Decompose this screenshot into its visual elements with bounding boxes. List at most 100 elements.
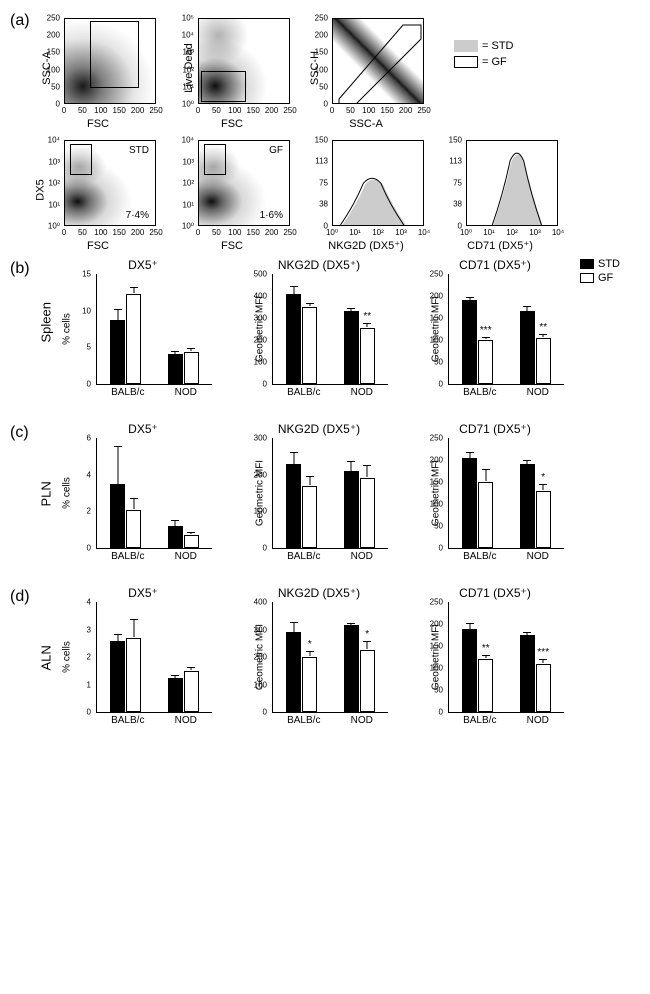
legend-label-gf: = GF	[482, 56, 507, 68]
bar-group	[286, 464, 317, 548]
dx5-scatter-plot: DX5 10⁰10¹10²10³10⁴ STD 7·4% 05010015020…	[34, 132, 162, 248]
panel-d: (d)ALN DX5⁺ % cells 01234	[10, 586, 640, 740]
bar-std	[344, 311, 359, 384]
panel-label: (b)	[10, 258, 34, 278]
bar-group-label: NOD	[351, 551, 373, 562]
bar-chart: DX5⁺ % cells 0246	[68, 422, 218, 562]
bar-group-label: BALB/c	[463, 387, 496, 398]
bar-group-label: BALB/c	[111, 715, 144, 726]
bar-std	[462, 458, 477, 548]
panel-c: (c)PLN DX5⁺ % cells 0246	[10, 422, 640, 576]
bar-gf	[126, 510, 141, 549]
bar-chart: CD71 (DX5⁺) Geometric MFI 05010015020025…	[420, 422, 570, 562]
bar-gf	[302, 486, 317, 548]
bar-chart: NKG2D (DX5⁺) Geometric MFI 0100200300400…	[244, 258, 394, 398]
bar-group-label: BALB/c	[111, 387, 144, 398]
bar-group-label: BALB/c	[111, 551, 144, 562]
legend-swatch-std	[580, 259, 594, 269]
bar-gf: **	[360, 328, 375, 384]
legend-label: GF	[598, 272, 613, 284]
bar-gf: **	[478, 659, 493, 712]
plot-area	[332, 18, 424, 104]
bar-group	[110, 294, 141, 384]
bar-group	[168, 526, 199, 548]
tissue-label: ALN	[39, 647, 54, 671]
bar-std	[110, 484, 125, 548]
chart-area: % cells 051015	[96, 274, 212, 385]
bar-group	[168, 671, 199, 712]
bar-std	[520, 635, 535, 712]
bar-group-label: BALB/c	[287, 715, 320, 726]
significance-marker: ***	[537, 647, 549, 658]
significance-marker: **	[482, 643, 490, 654]
bar-gf: *	[302, 657, 317, 712]
dx5-scatter-plot: 10⁰10¹10²10³10⁴ GF 1·6% 050100150200250 …	[168, 132, 296, 248]
bar-std	[462, 629, 477, 712]
bar-group: **	[462, 629, 493, 712]
bar-std	[110, 641, 125, 713]
panel-a: (a) SSC-A 050100150200250 05010015020025…	[10, 10, 640, 248]
bar-gf	[478, 482, 493, 548]
bar-group-label: NOD	[527, 551, 549, 562]
x-axis-label: NKG2D (DX5⁺)	[328, 239, 404, 252]
bar-group-label: NOD	[175, 551, 197, 562]
bar-group-label: BALB/c	[463, 551, 496, 562]
plot-area: STD 7·4%	[64, 140, 156, 226]
bar-std	[168, 354, 183, 384]
tissue-label: Spleen	[39, 319, 54, 343]
bar-gf	[126, 638, 141, 712]
bar-gf: *	[536, 491, 551, 548]
panel-a-label: (a)	[10, 10, 34, 30]
bar-gf: ***	[478, 340, 493, 384]
plot-area: GF 1·6%	[198, 140, 290, 226]
bar-group	[110, 638, 141, 712]
x-axis-label: SSC-A	[349, 118, 383, 130]
bar-gf	[302, 307, 317, 384]
bar-gf	[184, 671, 199, 712]
bar-group: **	[520, 311, 551, 384]
chart-area: Geometric MFI 050100150200250 ***	[448, 274, 564, 385]
bar-chart: NKG2D (DX5⁺) Geometric MFI 0100200300	[244, 422, 394, 562]
bar-gf: **	[536, 338, 551, 384]
significance-marker: *	[365, 629, 369, 640]
bar-std	[344, 471, 359, 548]
significance-marker: ***	[480, 325, 492, 336]
bar-group	[462, 458, 493, 548]
bar-group-label: NOD	[351, 715, 373, 726]
bar-legend: STD GF	[580, 258, 620, 286]
bar-std	[168, 526, 183, 548]
plot-area	[64, 18, 156, 104]
bar-group: *	[520, 464, 551, 548]
bar-std	[520, 311, 535, 384]
panel-label: (c)	[10, 422, 34, 442]
bar-std	[110, 320, 125, 384]
significance-marker: **	[539, 322, 547, 333]
plot-condition-label: GF	[269, 145, 283, 156]
bar-std	[520, 464, 535, 548]
histogram-plot: 03875113150 10⁰10¹10²10³10⁴ NKG2D (DX5⁺)	[302, 132, 430, 248]
bar-group-label: NOD	[175, 387, 197, 398]
legend-swatch-std	[454, 40, 478, 52]
chart-area: % cells 0246	[96, 438, 212, 549]
bar-chart: CD71 (DX5⁺) Geometric MFI 05010015020025…	[420, 258, 570, 398]
histogram-legend: = STD = GF	[454, 40, 513, 126]
x-axis-label: FSC	[221, 240, 243, 252]
plot-percentage: 7·4%	[126, 210, 149, 221]
chart-area: % cells 01234	[96, 602, 212, 713]
legend-label: STD	[598, 258, 620, 270]
bar-group	[344, 471, 375, 548]
x-axis-label: FSC	[87, 240, 109, 252]
legend-swatch-gf	[454, 56, 478, 68]
scatter-plot: Live Dead 10⁰10¹10²10³10⁴10⁵ 05010015020…	[168, 10, 296, 126]
scatter-plot: SSC-A 050100150200250 050100150200250 FS…	[34, 10, 162, 126]
bar-gf: ***	[536, 664, 551, 712]
chart-area: Geometric MFI 0100200300	[272, 438, 388, 549]
bar-gf	[360, 478, 375, 548]
bar-group: **	[344, 311, 375, 384]
plot-condition-label: STD	[129, 145, 149, 156]
bar-gf	[126, 294, 141, 384]
chart-area: Geometric MFI 0100200300400500	[272, 274, 388, 385]
plot-percentage: 1·6%	[260, 210, 283, 221]
bar-group-label: NOD	[351, 387, 373, 398]
bar-gf	[184, 352, 199, 384]
